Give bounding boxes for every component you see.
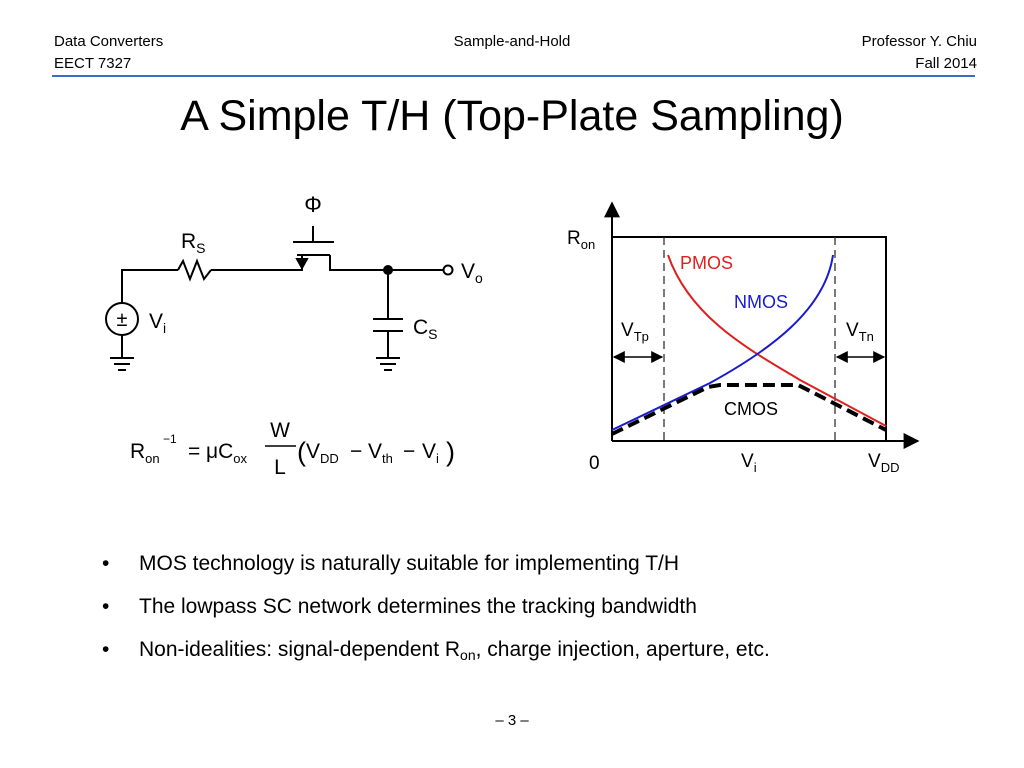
pmos-curve [667, 254, 887, 427]
equation-mobility-cox: μCox [206, 440, 247, 466]
bullet-text-sub: on [460, 647, 476, 663]
ron-equation: Ron−1 = μCox W L ( VDD − Vth − Vi ) [130, 419, 455, 479]
equation-vdd: VDD [306, 440, 339, 466]
equation-lhs: Ron−1 [130, 432, 177, 466]
nmos-switch [293, 226, 444, 271]
capacitor-ground-icon [376, 357, 400, 371]
sample-hold-circuit [105, 226, 454, 371]
bullet-item: • The lowpass SC network determines the … [102, 595, 982, 638]
course-title: Data Converters [54, 33, 164, 50]
nmos-curve [611, 254, 834, 431]
fraction-numerator: W [270, 419, 290, 442]
header-rule [52, 75, 975, 77]
cmos-label: CMOS [724, 399, 778, 419]
vi-source-label: Vi [149, 310, 166, 336]
header-left: Data Converters EECT 7327 [54, 31, 163, 75]
term: Fall 2014 [915, 55, 977, 72]
minus-sign-2: − [403, 440, 415, 463]
bullet-list: • MOS technology is naturally suitable f… [102, 552, 982, 681]
bullet-text: The lowpass SC network determines the tr… [139, 595, 697, 618]
resistor-to-switch-wire [211, 255, 303, 271]
bullet-text-post: , charge injection, aperture, etc. [475, 638, 770, 661]
source-ground-icon [110, 357, 134, 371]
course-code: EECT 7327 [54, 55, 132, 72]
source-plus-minus-symbol: ± [117, 309, 128, 331]
phi-label: Φ [304, 192, 322, 217]
nmos-label: NMOS [734, 292, 788, 312]
bullet-marker: • [102, 552, 110, 575]
fraction-denominator: L [274, 456, 286, 479]
voltage-source [105, 302, 139, 358]
header-right: Professor Y. Chiu Fall 2014 [862, 31, 977, 75]
bullet-item: • Non-idealities: signal-dependent Ron, … [102, 638, 982, 681]
cs-label: CS [413, 316, 438, 342]
hold-capacitor [373, 270, 403, 358]
instructor: Professor Y. Chiu [861, 33, 977, 50]
cmos-curve [611, 383, 887, 436]
bullet-text: MOS technology is naturally suitable for… [139, 552, 680, 575]
vtn-label: VTn [846, 320, 874, 344]
equation-vth: Vth [368, 440, 393, 466]
origin-label: 0 [589, 453, 600, 474]
vi-axis-label: Vi [741, 451, 757, 475]
vo-label: Vo [461, 260, 483, 286]
pmos-label: PMOS [680, 253, 733, 273]
bullet-marker: • [102, 595, 110, 618]
ron-plot: Ron 0 Vi VDD PMOS NMOS CMOS VTp VTn [567, 201, 920, 475]
rs-label: RS [181, 230, 206, 256]
slide-title: A Simple T/H (Top-Plate Sampling) [180, 92, 844, 140]
left-paren: ( [297, 437, 306, 467]
page-number: – 3 – [495, 712, 529, 729]
equation-equals: = [188, 440, 200, 463]
vtp-label: VTp [621, 320, 649, 344]
minus-sign-1: − [350, 440, 362, 463]
bullet-text: Non-idealities: signal-dependent Ron, ch… [139, 638, 770, 663]
header-topic: Sample-and-Hold [453, 33, 571, 50]
output-terminal [442, 264, 454, 276]
right-paren: ) [446, 437, 455, 467]
plot-frame [612, 236, 887, 441]
bullet-item: • MOS technology is naturally suitable f… [102, 552, 982, 595]
bullet-marker: • [102, 638, 110, 661]
equation-vi: Vi [422, 440, 439, 466]
ron-axis-label: Ron [567, 228, 595, 252]
vdd-axis-label: VDD [868, 451, 899, 475]
series-resistor [177, 258, 212, 282]
source-to-resistor-wire [121, 269, 178, 303]
bullet-text-pre: Non-idealities: signal-dependent R [139, 638, 461, 661]
